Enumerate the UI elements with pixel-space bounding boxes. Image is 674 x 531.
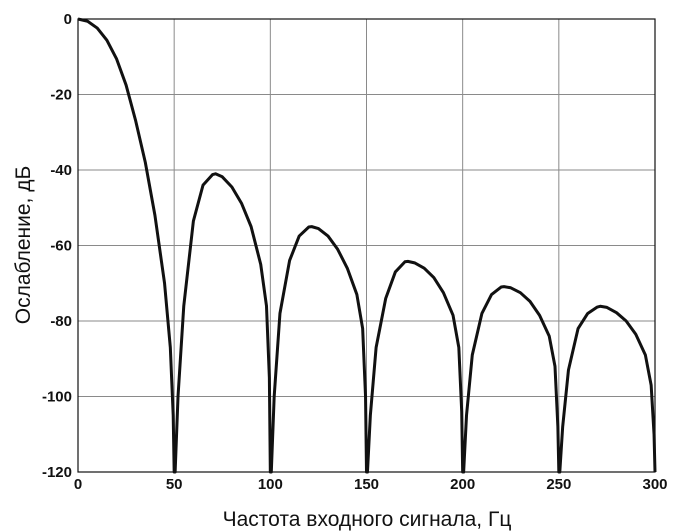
x-tick-label: 50	[166, 476, 183, 493]
y-tick-label: -120	[42, 464, 72, 481]
x-tick-label: 250	[546, 476, 571, 493]
x-tick-label: 300	[642, 476, 667, 493]
x-tick-label: 200	[450, 476, 475, 493]
y-tick-label: -40	[50, 162, 72, 179]
x-tick-label: 0	[74, 476, 82, 493]
y-tick-label: -60	[50, 238, 72, 255]
y-tick-label: -80	[50, 313, 72, 330]
x-tick-label: 150	[354, 476, 379, 493]
x-tick-label: 100	[258, 476, 283, 493]
series-line	[77, 17, 657, 474]
y-tick-label: 0	[64, 11, 72, 28]
y-tick-label: -100	[42, 389, 72, 406]
y-tick-label: -20	[50, 87, 72, 104]
y-tick-labels: 0 -20 -40 -60 -80 -100 -120	[42, 11, 72, 481]
x-axis-label: Частота входного сигнала, Гц	[223, 508, 512, 531]
y-axis-label: Ослабление, дБ	[12, 166, 35, 325]
x-tick-labels: 0 50 100 150 200 250 300	[74, 476, 668, 493]
